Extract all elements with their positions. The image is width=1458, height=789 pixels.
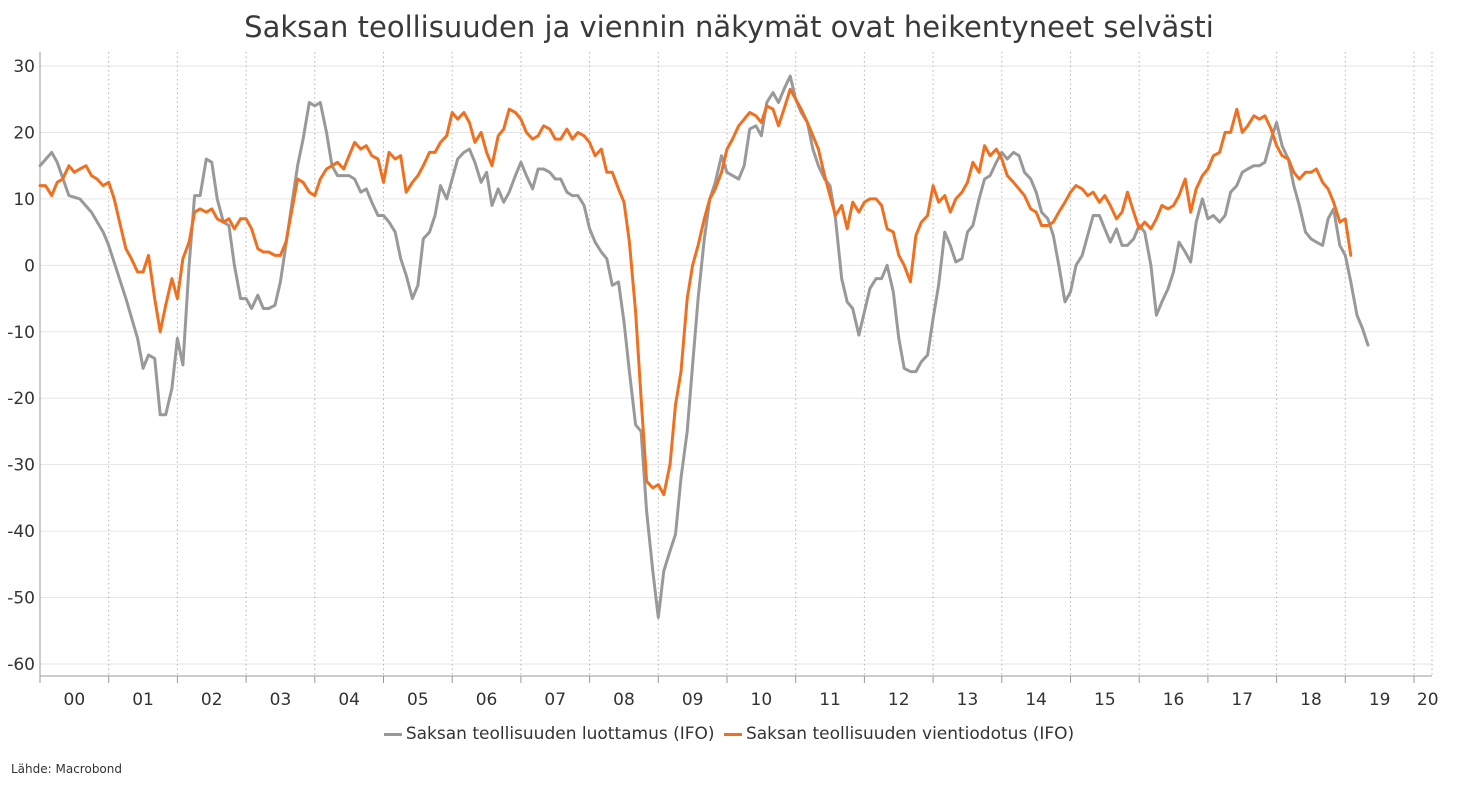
y-tick-label: -10: [7, 323, 35, 343]
x-tick-label: 06: [476, 690, 498, 710]
x-tick-label: 10: [751, 690, 773, 710]
x-tick-label: 17: [1231, 690, 1253, 710]
y-tick-label: 20: [13, 123, 35, 143]
legend-swatch-luottamus: [383, 732, 402, 736]
x-tick-label: 16: [1163, 690, 1185, 710]
legend-swatch-vientiodotus: [723, 732, 742, 736]
legend-label-vientiodotus: Saksan teollisuuden vientiodotus (IFO): [745, 724, 1075, 744]
series-line-luottamus: [38, 74, 1370, 619]
x-tick-label: 11: [819, 690, 841, 710]
chart-title: Saksan teollisuuden ja viennin näkymät o…: [244, 10, 1214, 44]
series-line-vientiodotus: [38, 87, 1353, 497]
axes: 30 20 10 0 -10 -20 -30 -40 -50 -60 00 01 02 03 04 05 06 0…: [7, 52, 1439, 710]
legend-item-luottamus: Saksan teollisuuden luottamus (IFO): [383, 724, 715, 744]
x-tick-label: 05: [407, 690, 429, 710]
x-tick-label: 07: [544, 690, 566, 710]
x-tick-label: 01: [132, 690, 154, 710]
x-tick-label: 02: [201, 690, 223, 710]
x-tick-label: 12: [888, 690, 910, 710]
grid: [40, 52, 1433, 676]
y-tick-label: -40: [7, 522, 35, 542]
x-tick-label: 03: [270, 690, 292, 710]
y-tick-label: 10: [13, 190, 35, 210]
y-tick-label: 30: [13, 57, 35, 77]
y-tick-label: 0: [24, 256, 35, 276]
x-tick-label: 20: [1417, 690, 1439, 710]
legend-label-luottamus: Saksan teollisuuden luottamus (IFO): [405, 724, 715, 744]
series-lines: [38, 74, 1370, 619]
y-tick-label: -20: [7, 389, 35, 409]
x-tick-label: 00: [64, 690, 86, 710]
x-tick-label: 04: [338, 690, 360, 710]
y-tick-label: -30: [7, 456, 35, 476]
y-tick-label: -50: [7, 589, 35, 609]
x-tick-label: 09: [682, 690, 704, 710]
y-tick-label: -60: [7, 655, 35, 675]
legend-item-vientiodotus: Saksan teollisuuden vientiodotus (IFO): [723, 724, 1075, 744]
x-tick-label: 14: [1025, 690, 1047, 710]
x-tick-label: 15: [1094, 690, 1116, 710]
legend: Saksan teollisuuden luottamus (IFO) Saks…: [0, 724, 1458, 744]
source-note: Lähde: Macrobond: [11, 762, 122, 776]
x-tick-label: 19: [1369, 690, 1391, 710]
x-tick-label: 13: [957, 690, 979, 710]
x-tick-label: 18: [1300, 690, 1322, 710]
x-tick-label: 08: [613, 690, 635, 710]
